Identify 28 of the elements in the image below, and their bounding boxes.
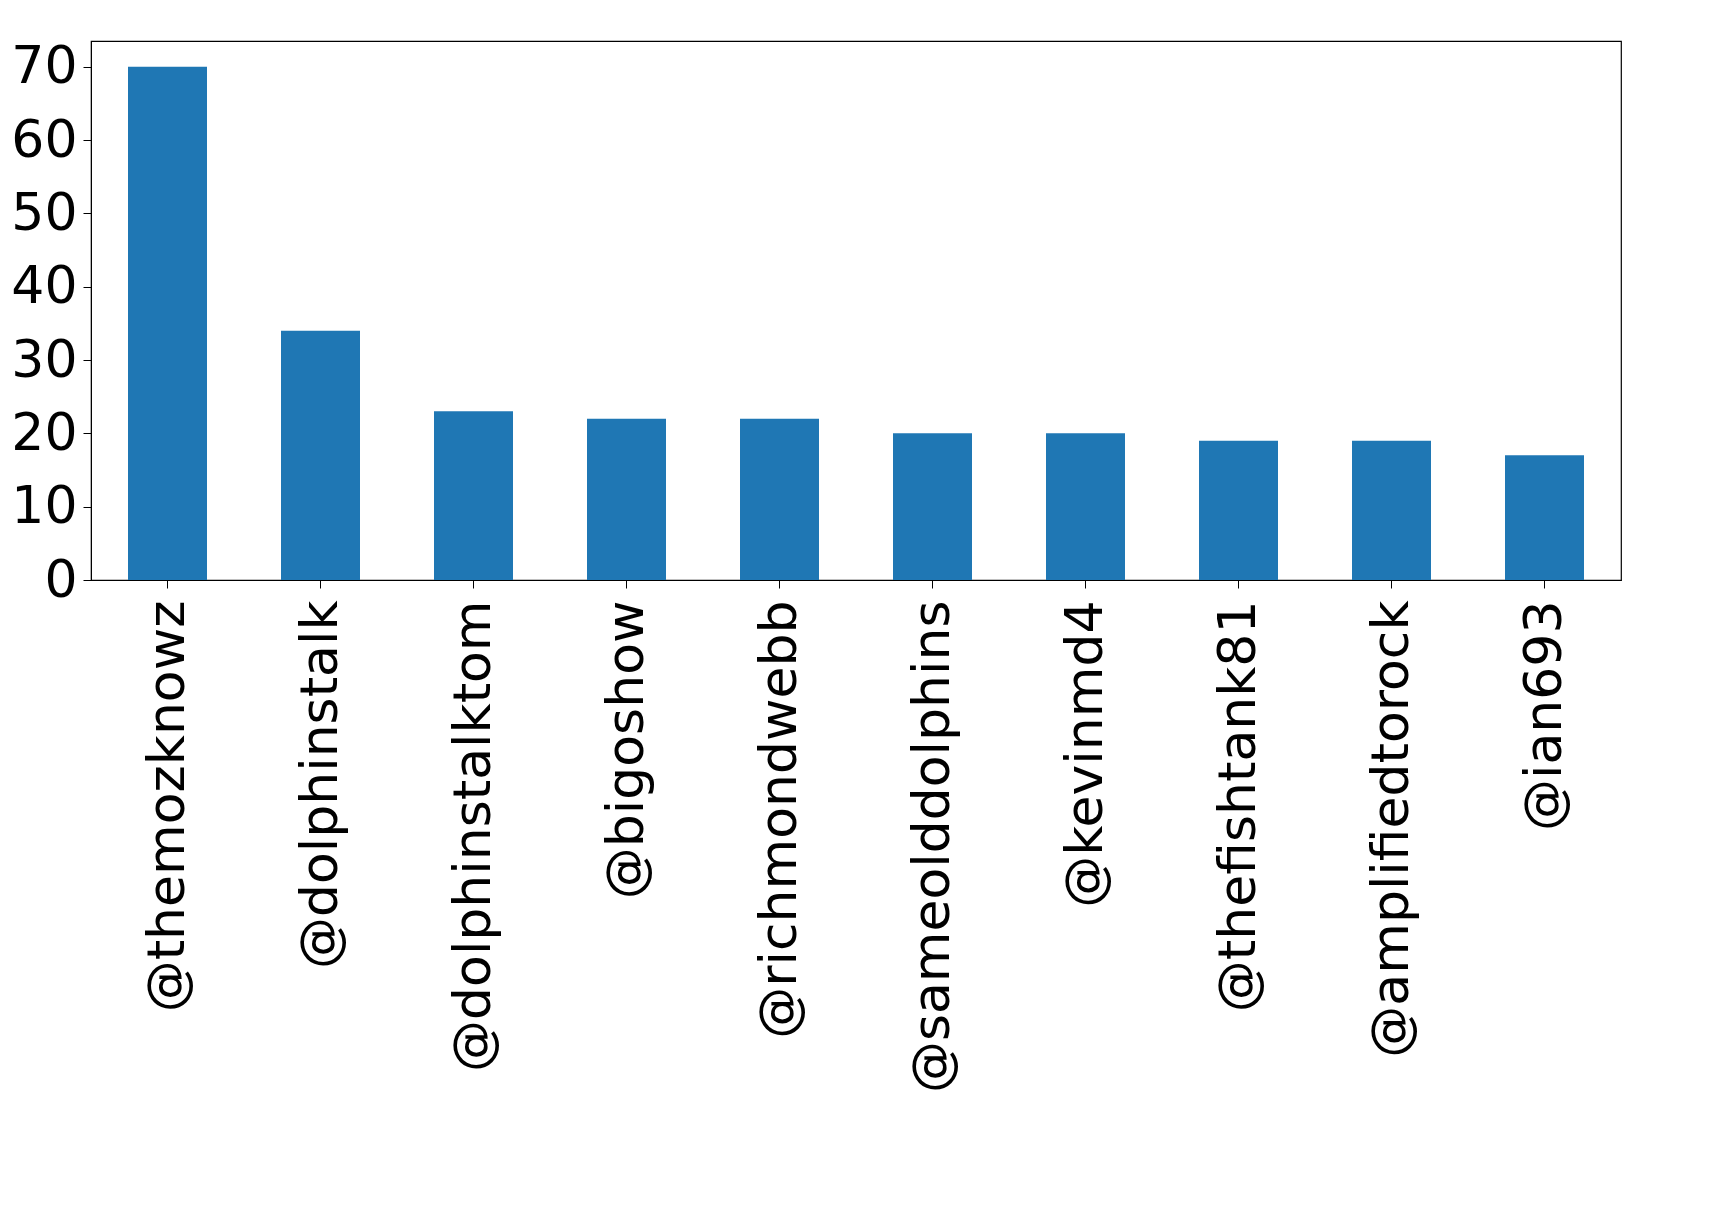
x-tick-label: @amplifiedtorock [1359, 600, 1420, 1058]
y-tick-label: 40 [11, 255, 78, 316]
bar [893, 433, 972, 580]
y-tick-label: 60 [11, 108, 78, 169]
x-tick-label: @ian693 [1512, 600, 1573, 832]
bar [1352, 440, 1431, 580]
y-tick-label: 50 [11, 181, 78, 242]
bar [740, 418, 819, 580]
x-tick-label: @bigoshow [594, 600, 655, 900]
x-tick-label: @dolphinstalktom [441, 600, 502, 1072]
x-tick-label: @themozknowz [135, 600, 196, 1013]
bar [587, 418, 666, 580]
y-tick-label: 20 [11, 401, 78, 462]
x-tick-label: @kevinmd4 [1053, 600, 1114, 908]
bar [434, 411, 513, 580]
x-tick-label: @sameolddolphins [900, 600, 961, 1094]
x-tick-label: @thefishtank81 [1206, 600, 1267, 1013]
bar [1505, 455, 1584, 580]
x-tick-label: @dolphinstalk [288, 600, 349, 970]
bar [281, 330, 360, 580]
bar [128, 66, 207, 580]
y-tick-label: 0 [44, 548, 78, 609]
bar [1046, 433, 1125, 580]
y-tick-label: 10 [11, 475, 78, 536]
y-tick-label: 70 [11, 35, 78, 96]
x-tick-label: @richmondwebb [747, 600, 808, 1039]
bar [1199, 440, 1278, 580]
y-tick-label: 30 [11, 328, 78, 389]
